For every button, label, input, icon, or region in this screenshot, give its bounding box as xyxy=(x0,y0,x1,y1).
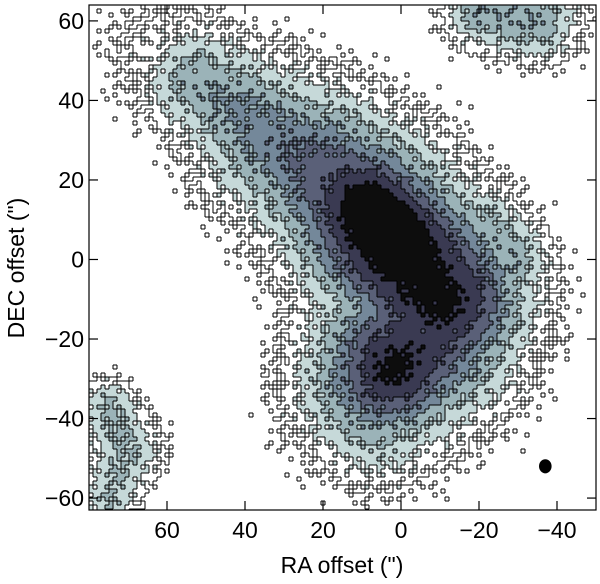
x-axis-label: RA offset (") xyxy=(281,552,404,578)
y-axis-label: DEC offset (") xyxy=(3,198,29,339)
x-tick-label: 20 xyxy=(310,517,336,543)
contour-level-7 xyxy=(337,181,469,385)
contour-fills xyxy=(89,5,596,510)
x-tick-label: −20 xyxy=(459,517,498,543)
contour-line-6 xyxy=(316,164,486,402)
x-tick-label: 60 xyxy=(154,517,180,543)
beam-marker xyxy=(539,459,552,474)
y-axis-ticks: 60 40 20 0 −20 −40 −60 xyxy=(45,8,596,511)
plot-frame xyxy=(88,4,597,511)
x-tick-label: −40 xyxy=(537,517,576,543)
contour-line-2 xyxy=(89,5,582,510)
contour-line-4 xyxy=(180,5,546,430)
x-tick-label: 40 xyxy=(232,517,258,543)
contour-line-5 xyxy=(244,124,502,418)
beam-ellipse xyxy=(539,459,552,474)
y-tick-label: 20 xyxy=(58,167,84,193)
y-tick-label: 60 xyxy=(58,8,84,34)
y-tick-label: −40 xyxy=(45,406,84,432)
y-tick-label: −20 xyxy=(45,326,84,352)
contour-line-7 xyxy=(336,180,470,386)
y-tick-label: 0 xyxy=(71,246,84,272)
y-tick-label: 40 xyxy=(58,87,84,113)
x-axis-ticks: 60 40 20 0 −20 −40 xyxy=(154,5,577,543)
x-tick-label: 0 xyxy=(395,517,408,543)
y-tick-label: −60 xyxy=(45,485,84,511)
contour-line-3 xyxy=(96,5,562,510)
contour-line-1 xyxy=(89,5,596,510)
